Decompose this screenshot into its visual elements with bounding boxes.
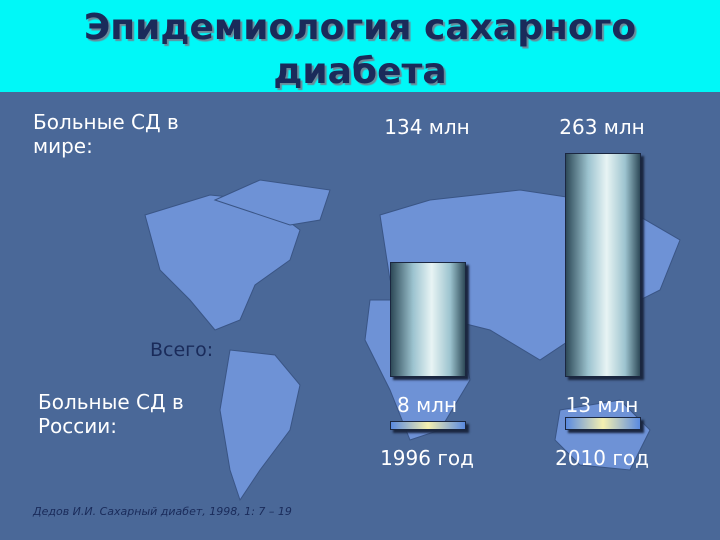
source: Дедов И.И. Сахарный диабет, 1998, 1: 7 –…: [33, 505, 292, 518]
series-name: Больные СД в мире:: [33, 110, 179, 158]
category-label: 1996 год: [380, 446, 474, 470]
title: Эпидемиология сахарного диабета: [83, 7, 637, 92]
title-banner: [0, 0, 720, 92]
bar: [390, 261, 466, 377]
category-label: 2010 год: [555, 446, 649, 470]
bar: [565, 152, 641, 377]
bar: [390, 421, 466, 430]
total-label: Всего:: [150, 339, 214, 361]
value-label: 13 млн: [565, 393, 639, 417]
value-label: 263 млн: [559, 115, 645, 139]
value-label: 8 млн: [396, 393, 458, 417]
series-name: Больные СД в России:: [38, 390, 184, 438]
bar: [565, 417, 641, 430]
value-label: 134 млн: [384, 115, 470, 139]
